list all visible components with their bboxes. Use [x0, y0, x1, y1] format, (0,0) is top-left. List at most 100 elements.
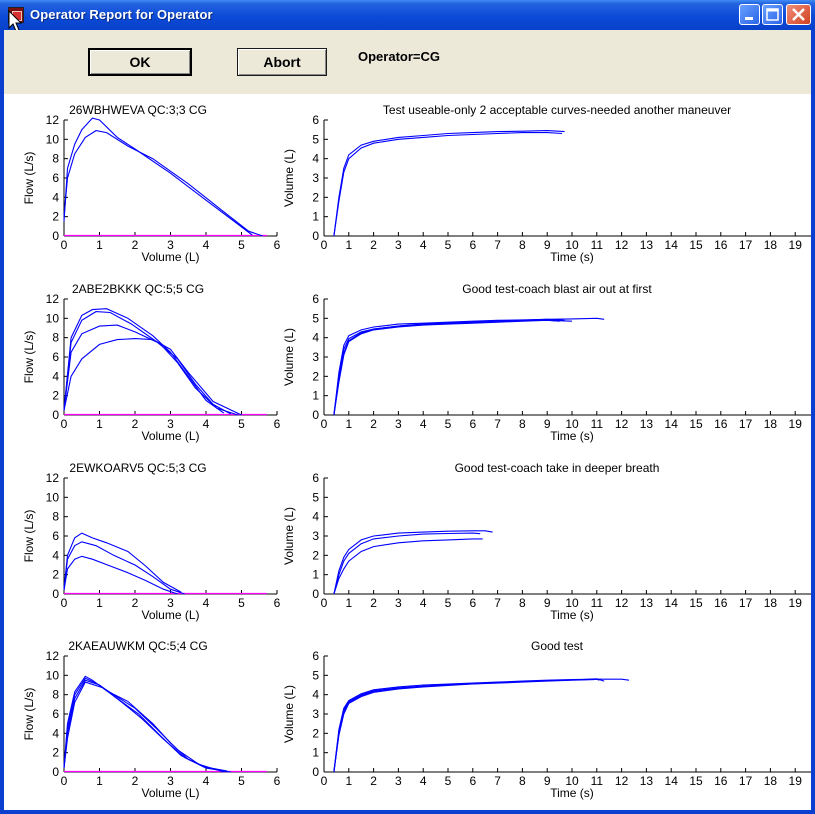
volume-x-tick-label: 2	[370, 417, 377, 431]
volume-y-tick-label: 1	[312, 210, 319, 224]
volume-x-tick-label: 2	[370, 596, 377, 610]
volume-x-tick-label: 15	[689, 596, 703, 610]
volume-y-tick-label: 4	[312, 510, 319, 524]
flow-x-tick-label: 4	[203, 596, 210, 610]
flow-x-tick-label: 3	[167, 596, 174, 610]
volume-x-tick-label: 18	[764, 417, 778, 431]
volume-y-tick-label: 0	[312, 765, 319, 779]
flow-x-axis-label: Volume (L)	[141, 608, 199, 622]
volume-curve	[333, 678, 600, 773]
flow-plot-title: 26WBHWEVA QC:3;3 CG	[69, 103, 207, 117]
flow-y-tick-label: 10	[46, 132, 60, 146]
volume-x-tick-label: 0	[321, 596, 328, 610]
flow-x-tick-label: 4	[203, 417, 210, 431]
volume-y-tick-label: 0	[312, 587, 319, 601]
flow-x-tick-label: 5	[238, 238, 245, 252]
flow-plot-title: 2EWKOARV5 QC:5;3 CG	[69, 461, 206, 475]
toolbar: OK Abort Operator=CG	[4, 30, 811, 94]
minimize-button[interactable]	[739, 4, 760, 25]
flow-x-axis-label: Volume (L)	[141, 786, 199, 800]
flow-x-axis-label: Volume (L)	[141, 250, 199, 264]
volume-x-tick-label: 14	[665, 774, 679, 788]
flow-y-tick-label: 6	[52, 529, 59, 543]
volume-y-tick-label: 6	[312, 292, 319, 306]
volume-curve	[333, 530, 493, 595]
flow-x-tick-label: 2	[132, 596, 139, 610]
volume-x-tick-label: 19	[789, 774, 803, 788]
volume-x-tick-label: 17	[739, 417, 753, 431]
flow-y-tick-label: 0	[52, 587, 59, 601]
operator-label: Operator=CG	[358, 49, 440, 64]
flow-y-tick-label: 12	[46, 292, 60, 306]
flow-x-tick-label: 4	[203, 774, 210, 788]
flow-y-tick-label: 2	[52, 568, 59, 582]
volume-curve	[333, 318, 565, 416]
volume-curve	[333, 532, 481, 595]
volume-x-tick-label: 19	[789, 596, 803, 610]
flow-y-tick-label: 2	[52, 210, 59, 224]
volume-y-tick-label: 6	[312, 471, 319, 485]
flow-x-tick-label: 0	[61, 774, 68, 788]
ok-button[interactable]: OK	[88, 48, 192, 76]
flow-y-tick-label: 10	[46, 490, 60, 504]
flow-x-tick-label: 1	[96, 417, 103, 431]
volume-x-tick-label: 11	[591, 774, 604, 788]
volume-x-tick-label: 0	[321, 774, 328, 788]
volume-x-tick-label: 1	[345, 774, 352, 788]
volume-y-tick-label: 3	[312, 529, 319, 543]
title-bar[interactable]: Operator Report for Operator	[0, 0, 815, 32]
volume-x-tick-label: 12	[615, 238, 629, 252]
flow-y-tick-label: 6	[52, 171, 59, 185]
volume-y-axis-label: Volume (L)	[282, 685, 296, 743]
maximize-icon	[766, 8, 779, 21]
volume-x-tick-label: 18	[764, 596, 778, 610]
volume-y-tick-label: 3	[312, 350, 319, 364]
flow-y-tick-label: 12	[46, 471, 60, 485]
volume-x-tick-label: 18	[764, 238, 778, 252]
volume-curve	[333, 132, 563, 237]
volume-x-tick-label: 0	[321, 417, 328, 431]
volume-x-tick-label: 15	[689, 417, 703, 431]
volume-x-tick-label: 13	[640, 596, 654, 610]
volume-x-tick-label: 14	[665, 238, 679, 252]
volume-x-axis-label: Time (s)	[550, 786, 594, 800]
volume-y-tick-label: 1	[312, 568, 319, 582]
volume-y-tick-label: 5	[312, 490, 319, 504]
volume-x-tick-label: 11	[591, 238, 604, 252]
volume-y-tick-label: 4	[312, 152, 319, 166]
flow-y-tick-label: 6	[52, 707, 59, 721]
flow-y-axis-label: Flow (L/s)	[22, 688, 36, 741]
volume-x-tick-label: 6	[469, 596, 476, 610]
flow-y-tick-label: 12	[46, 649, 60, 663]
maximize-button[interactable]	[762, 4, 783, 25]
volume-curve	[333, 678, 630, 773]
volume-curve	[333, 319, 573, 416]
flow-x-tick-label: 0	[61, 596, 68, 610]
volume-x-tick-label: 10	[565, 417, 579, 431]
flow-x-tick-label: 6	[274, 596, 281, 610]
volume-x-tick-label: 8	[519, 417, 526, 431]
volume-x-tick-label: 12	[615, 774, 629, 788]
flow-plot-title: 2ABE2BKKK QC:5;5 CG	[72, 282, 204, 296]
flow-curve	[63, 541, 185, 595]
volume-x-tick-label: 1	[345, 596, 352, 610]
volume-y-tick-label: 0	[312, 408, 319, 422]
flow-curve	[63, 532, 182, 593]
volume-x-axis-label: Time (s)	[550, 429, 594, 443]
flow-y-tick-label: 6	[52, 350, 59, 364]
close-button[interactable]	[786, 4, 811, 25]
volume-x-tick-label: 9	[544, 417, 551, 431]
flow-x-tick-label: 5	[238, 596, 245, 610]
volume-x-tick-label: 4	[420, 417, 427, 431]
volume-x-tick-label: 12	[615, 596, 629, 610]
volume-x-tick-label: 11	[591, 596, 604, 610]
abort-button[interactable]: Abort	[237, 48, 327, 76]
volume-x-axis-label: Time (s)	[550, 250, 594, 264]
flow-y-tick-label: 4	[52, 369, 59, 383]
flow-curve	[63, 681, 231, 773]
volume-x-tick-label: 7	[494, 417, 501, 431]
volume-x-tick-label: 0	[321, 238, 328, 252]
volume-y-axis-label: Volume (L)	[282, 507, 296, 565]
